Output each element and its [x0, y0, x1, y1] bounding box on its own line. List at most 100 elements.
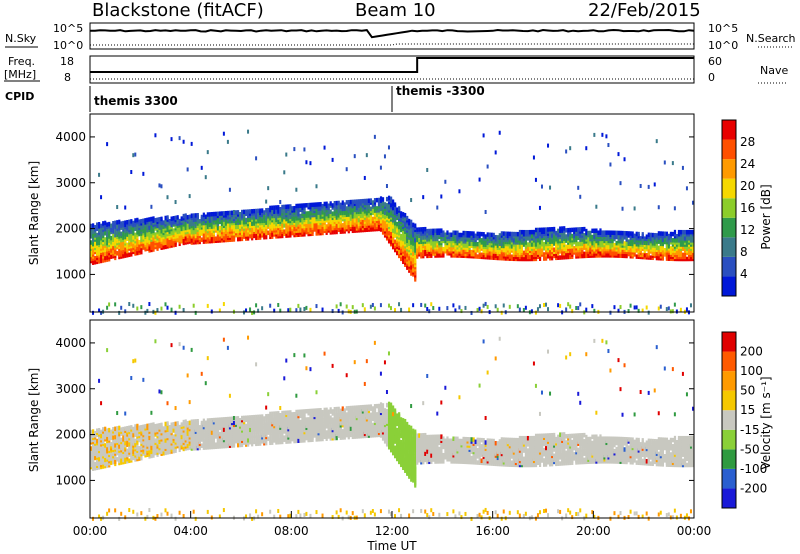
power-cell [142, 235, 145, 240]
power-cell [100, 310, 103, 315]
power-cell [180, 216, 183, 221]
power-cell [619, 247, 622, 252]
power-cell [567, 227, 570, 233]
power-cell [247, 129, 250, 134]
power-cell [196, 213, 199, 218]
power-cell [629, 303, 632, 308]
power-cell [329, 201, 332, 206]
velocity-cell [108, 427, 111, 433]
power-cell [124, 309, 127, 314]
power-cell [283, 219, 286, 224]
power-cell [647, 310, 650, 315]
power-cell [104, 237, 107, 242]
power-cell [631, 231, 634, 236]
velocity-cell [116, 430, 119, 435]
velocity-cell [152, 447, 155, 452]
power-cell [444, 236, 447, 242]
power-cell [100, 240, 103, 245]
power-cell [657, 306, 660, 311]
power-cell [182, 139, 185, 144]
power-cell [609, 310, 612, 315]
power-cell [130, 247, 133, 253]
power-cell [234, 220, 238, 226]
power-cell [124, 220, 127, 225]
power-cell [120, 221, 123, 226]
power-cell [335, 200, 338, 206]
velocity-cell [190, 347, 193, 352]
power-cell [132, 226, 135, 232]
velocity-cell [222, 337, 225, 342]
power-cell [106, 305, 109, 310]
power-cell [623, 241, 626, 246]
power-cell [438, 306, 441, 311]
power-cell [257, 308, 260, 313]
velocity-cell [186, 429, 189, 434]
power-cell [122, 231, 125, 236]
power-cell [569, 254, 572, 260]
power-cell [543, 246, 546, 251]
velocity-cell [164, 421, 167, 427]
power-cell [480, 309, 483, 314]
velocity-cell [120, 437, 123, 443]
power-cell [341, 200, 344, 205]
power-cell [255, 303, 258, 308]
power-cell [172, 228, 175, 233]
power-cell [659, 304, 662, 309]
power-cell [166, 195, 169, 200]
power-cell [555, 230, 558, 236]
power-cell [488, 255, 491, 260]
velocity-cell [106, 436, 109, 442]
velocity-cell [132, 359, 135, 364]
power-cell [589, 247, 592, 252]
power-cell [281, 204, 284, 210]
power-cell [438, 253, 441, 258]
power-cell [186, 215, 189, 220]
velocity-cell [226, 345, 229, 350]
power-cell [365, 198, 369, 204]
power-cell [621, 206, 624, 211]
power-cell [122, 220, 125, 226]
velocity-cell [192, 444, 195, 449]
power-cell [691, 200, 694, 205]
power-cell [540, 184, 543, 189]
power-cell [347, 199, 350, 205]
velocity-cell [98, 378, 101, 383]
power-cell [114, 220, 117, 226]
power-cell [462, 230, 465, 236]
power-cell [530, 229, 534, 235]
power-cell [488, 242, 491, 248]
power-cell [591, 304, 594, 309]
velocity-cell [200, 371, 203, 376]
power-cell [188, 218, 191, 224]
velocity-cell [134, 457, 137, 462]
velocity-cell [164, 425, 167, 431]
power-cell [194, 217, 197, 222]
power-cell [404, 239, 407, 245]
power-cell [363, 175, 366, 180]
power-cell [313, 218, 316, 224]
power-cell [420, 251, 423, 257]
power-cell [687, 229, 691, 235]
power-cell [317, 228, 320, 234]
power-cell [387, 195, 391, 201]
power-cell [647, 232, 650, 238]
power-cell [545, 235, 548, 241]
power-cell [303, 307, 306, 312]
power-cell [617, 234, 620, 240]
power-cell [128, 219, 131, 225]
power-cell [490, 232, 493, 238]
power-cell [663, 237, 666, 243]
power-cell [452, 303, 455, 308]
power-cell [641, 238, 644, 243]
power-cell [611, 230, 614, 235]
power-cell [299, 224, 302, 229]
power-cell [677, 248, 681, 253]
power-cell [571, 248, 574, 253]
power-cell [466, 231, 469, 236]
power-cell [565, 238, 568, 243]
power-cell [148, 217, 151, 222]
power-cell [337, 204, 340, 210]
velocity-cell [90, 458, 93, 464]
power-cell [315, 304, 318, 309]
power-cell [265, 199, 268, 204]
